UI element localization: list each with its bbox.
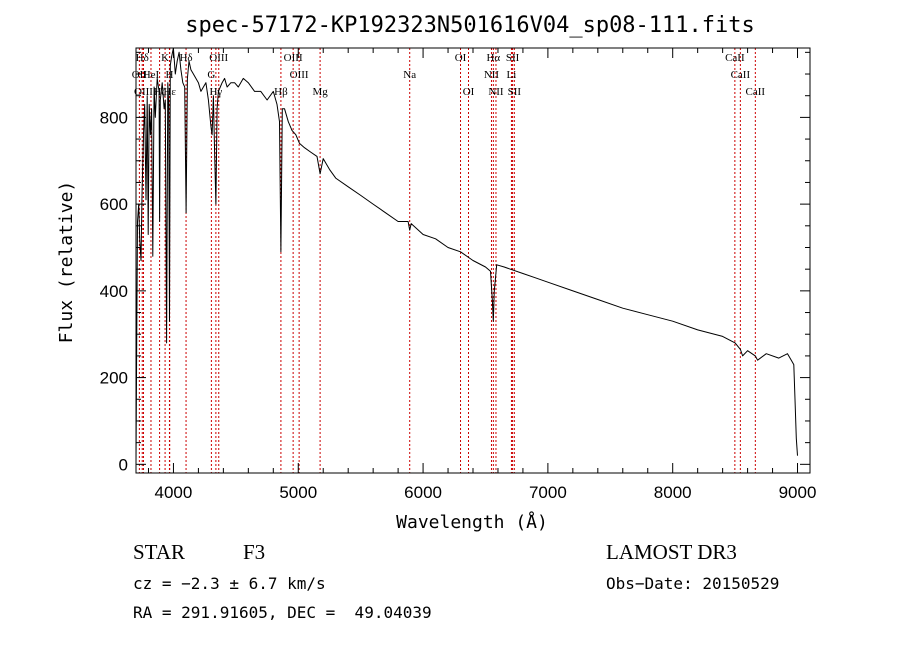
line-marker-label-CaII-a: CaII (725, 52, 745, 64)
line-marker-label-Na: Na (403, 69, 416, 81)
redshift-cz: cz = −2.3 ± 6.7 km/s (133, 574, 326, 593)
y-tick-label: 400 (100, 282, 128, 301)
y-axis: 0 200 400 600 800 (100, 51, 810, 474)
line-marker-label-NII-b: NII (488, 86, 504, 98)
line-marker-label-K: K (161, 52, 169, 64)
line-marker-label-OIII-b: OIII (209, 52, 228, 64)
line-marker-label-CaII-b: CaII (731, 69, 751, 81)
spectrum-line (135, 47, 798, 465)
x-tick-label: 5000 (279, 483, 317, 502)
line-marker-label-NII-a: NII (484, 69, 500, 81)
line-marker-label-OI-a: OI (455, 52, 467, 64)
line-marker-label-CaII-c: CaII (746, 86, 766, 98)
object-subclass: F3 (243, 540, 266, 564)
line-marker-label-Ha: Hα (486, 52, 500, 64)
line-marker-label-OIII-d: OIII (290, 69, 309, 81)
coordinates: RA = 291.91605, DEC = 49.04039 (133, 603, 432, 622)
line-marker-label-Hd2: Hδ (179, 52, 192, 64)
y-tick-label: 800 (100, 108, 128, 127)
line-marker-label-SII-a: SII (506, 52, 520, 64)
line-marker-label-Li: Li (507, 69, 517, 81)
spectrum-series (135, 47, 798, 465)
line-marker-label-Mg: Mg (312, 86, 328, 98)
x-tick-label: 6000 (404, 483, 442, 502)
line-marker-label-Hd: Hδ (136, 52, 149, 64)
line-marker-label-SII-b: SII (508, 86, 522, 98)
line-marker-label-H: H (165, 69, 173, 81)
x-tick-label: 7000 (529, 483, 567, 502)
line-marker-label-G: G (207, 69, 215, 81)
chart-title: spec-57172-KP192323N501616V04_sp08-111.f… (185, 13, 755, 38)
line-marker-label-OI-b: OI (463, 86, 475, 98)
y-tick-label: 600 (100, 195, 128, 214)
x-axis-label: Wavelength (Å) (396, 511, 548, 533)
survey-name: LAMOST DR3 (606, 540, 737, 564)
line-markers (138, 48, 756, 473)
observation-date: Obs−Date: 20150529 (606, 574, 780, 593)
y-axis-label: Flux (relative) (56, 181, 77, 344)
line-marker-label-HeI: HeI (143, 69, 160, 81)
line-marker-label-OIII-c: OIII (284, 52, 303, 64)
x-tick-label: 4000 (155, 483, 193, 502)
x-tick-label: 9000 (779, 483, 817, 502)
y-tick-label: 200 (100, 369, 128, 388)
line-marker-label-OIII-a: OIII (134, 86, 153, 98)
object-class: STAR (133, 540, 185, 564)
y-tick-label: 0 (119, 455, 128, 474)
x-tick-label: 8000 (654, 483, 692, 502)
x-axis: 4000 5000 6000 7000 8000 9000 (147, 48, 817, 502)
line-marker-label-Hb: Hβ (274, 86, 288, 98)
